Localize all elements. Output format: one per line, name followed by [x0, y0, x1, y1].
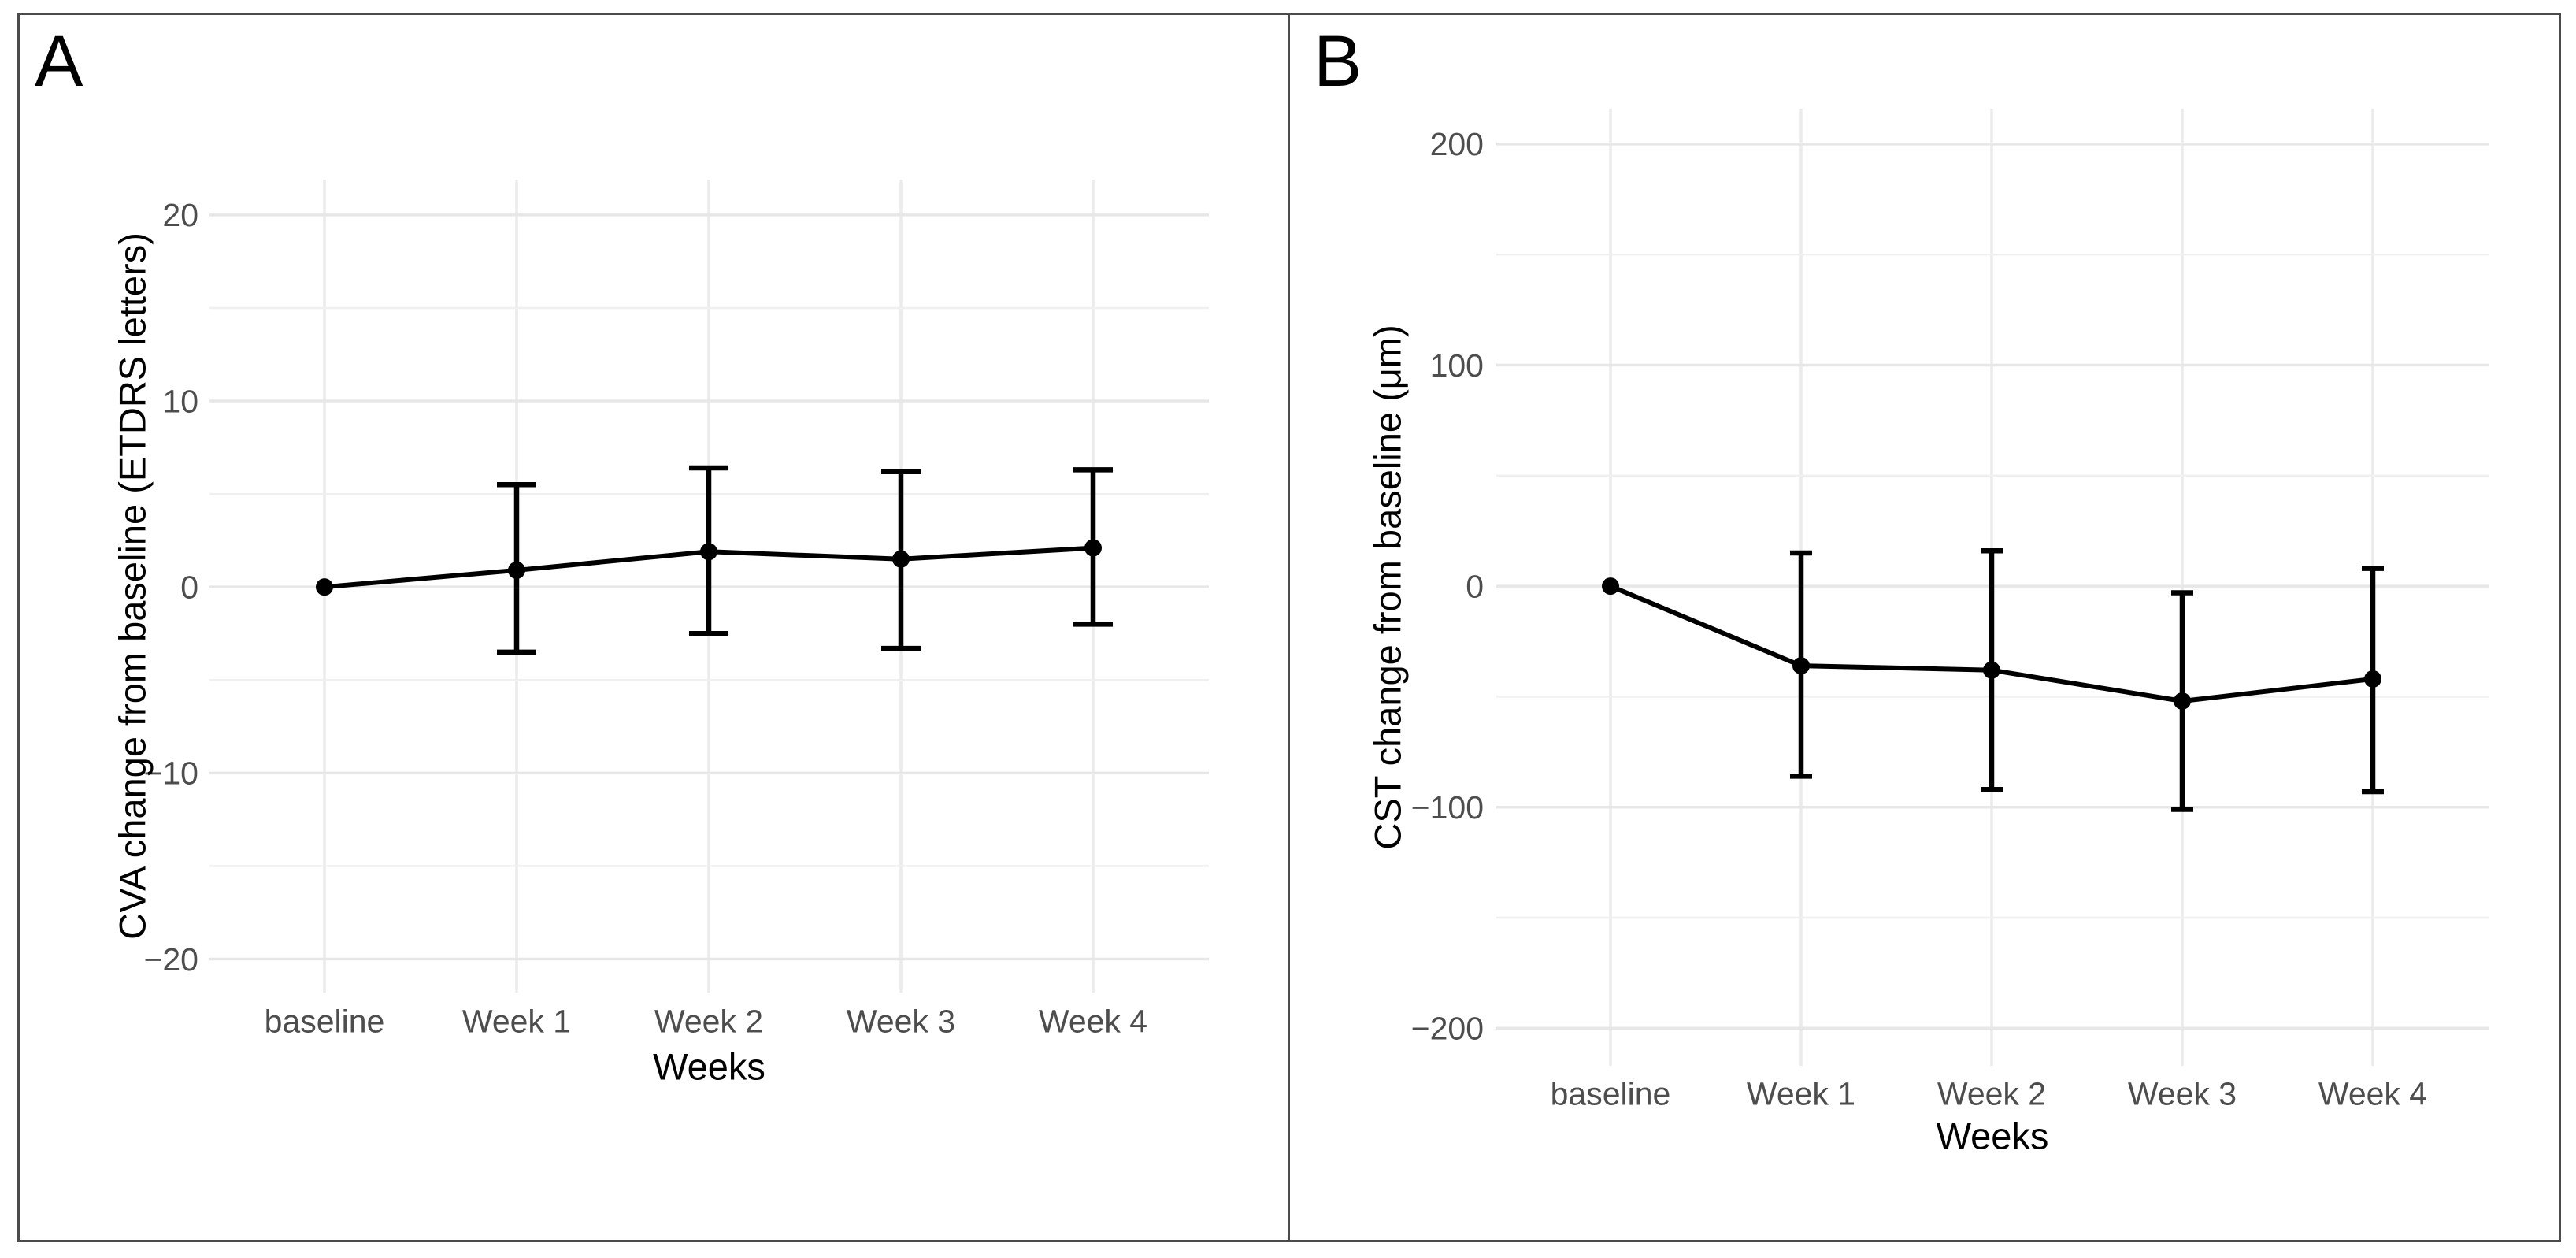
panel-label-b: B [1314, 21, 1362, 102]
panel-a-chart: 20 10 0 −10 −20 baseline Week 1 Week 2 Week 3 Wee… [111, 180, 1209, 1087]
y-tick-label: 20 [162, 197, 198, 233]
y-tick-label: 200 [1430, 126, 1484, 162]
panel-divider [1288, 13, 1290, 1242]
x-tick-label: Week 4 [2318, 1075, 2427, 1111]
y-tick-label: 0 [1466, 568, 1484, 604]
panel-label-a: A [35, 21, 83, 102]
panel-b-chart: 200 100 0 −100 −200 baseline Week 1 Week 2 Week … [1366, 109, 2489, 1156]
x-tick-label: Week 3 [847, 1003, 955, 1039]
x-tick-label: baseline [1551, 1075, 1671, 1111]
y-tick-label: 10 [162, 383, 198, 419]
x-tick-label: Week 2 [1937, 1075, 2046, 1111]
x-tick-label: Week 4 [1039, 1003, 1147, 1039]
data-point [508, 561, 525, 579]
x-tick-label: Week 3 [2128, 1075, 2237, 1111]
data-point [2364, 670, 2381, 688]
y-tick-label: 100 [1430, 347, 1484, 384]
data-point [316, 578, 333, 596]
x-tick-label: Week 2 [654, 1003, 763, 1039]
y-tick-label: −100 [1411, 789, 1484, 826]
x-tick-label: Week 1 [1747, 1075, 1855, 1111]
y-axis-title: CST change from baseline (μm) [1366, 325, 1408, 849]
data-point [700, 543, 717, 561]
data-point [1983, 661, 2000, 679]
x-axis-title: Weeks [1937, 1115, 2049, 1156]
data-point [892, 550, 910, 568]
x-axis-title: Weeks [653, 1045, 765, 1087]
x-tick-label: Week 1 [462, 1003, 571, 1039]
data-point [2174, 692, 2191, 711]
y-tick-label: −200 [1411, 1011, 1484, 1047]
data-point [1792, 657, 1810, 675]
x-tick-label: baseline [265, 1003, 385, 1039]
y-tick-label: −10 [143, 755, 198, 792]
data-point [1084, 539, 1102, 557]
y-axis-title: CVA change from baseline (ETDRS letters) [111, 232, 153, 940]
y-tick-label: −20 [143, 941, 198, 978]
data-point [1602, 577, 1619, 596]
y-tick-label: 0 [180, 570, 198, 606]
